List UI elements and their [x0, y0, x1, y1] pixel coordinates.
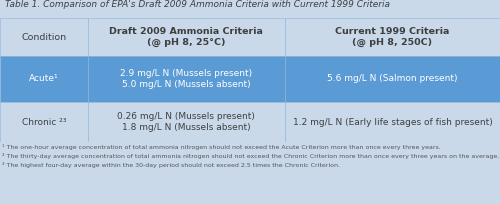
Text: Chronic ²³: Chronic ²³: [22, 118, 66, 126]
FancyBboxPatch shape: [88, 18, 285, 56]
Text: Current 1999 Criteria
(@ pH 8, 250C): Current 1999 Criteria (@ pH 8, 250C): [336, 27, 450, 48]
Text: 2.9 mg/L N (Mussels present)
5.0 mg/L N (Mussels absent): 2.9 mg/L N (Mussels present) 5.0 mg/L N …: [120, 69, 252, 89]
FancyBboxPatch shape: [0, 102, 88, 142]
FancyBboxPatch shape: [285, 56, 500, 102]
FancyBboxPatch shape: [0, 56, 88, 102]
Text: Draft 2009 Ammonia Criteria
(@ pH 8, 25°C): Draft 2009 Ammonia Criteria (@ pH 8, 25°…: [110, 27, 263, 48]
FancyBboxPatch shape: [0, 142, 500, 185]
Text: ¹ The one-hour average concentration of total ammonia nitrogen should not exceed: ¹ The one-hour average concentration of …: [2, 144, 500, 167]
Text: 1.2 mg/L N (Early life stages of fish present): 1.2 mg/L N (Early life stages of fish pr…: [292, 118, 492, 126]
Text: Acute¹: Acute¹: [29, 74, 58, 83]
Text: 5.6 mg/L N (Salmon present): 5.6 mg/L N (Salmon present): [327, 74, 458, 83]
FancyBboxPatch shape: [285, 18, 500, 56]
FancyBboxPatch shape: [88, 56, 285, 102]
Text: Table 1. Comparison of EPA's Draft 2009 Ammonia Criteria with Current 1999 Crite: Table 1. Comparison of EPA's Draft 2009 …: [5, 0, 390, 9]
FancyBboxPatch shape: [88, 102, 285, 142]
Text: Condition: Condition: [21, 32, 66, 41]
FancyBboxPatch shape: [285, 102, 500, 142]
FancyBboxPatch shape: [0, 18, 88, 56]
Text: 0.26 mg/L N (Mussels present)
1.8 mg/L N (Mussels absent): 0.26 mg/L N (Mussels present) 1.8 mg/L N…: [118, 112, 255, 132]
